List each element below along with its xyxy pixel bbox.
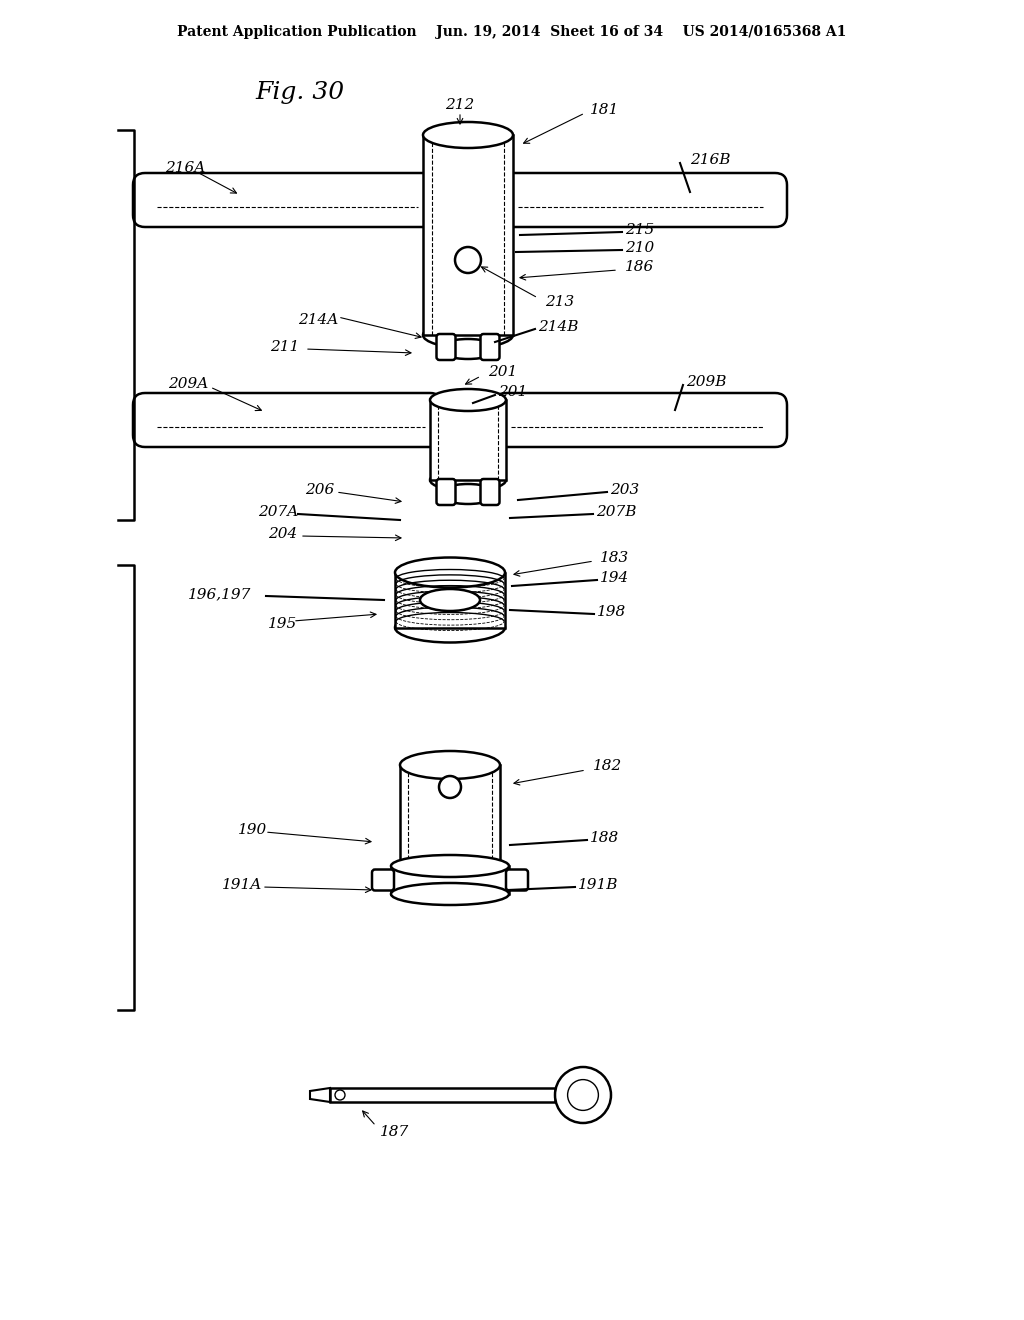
Text: Patent Application Publication    Jun. 19, 2014  Sheet 16 of 34    US 2014/01653: Patent Application Publication Jun. 19, … (177, 25, 847, 40)
Text: 209A: 209A (168, 378, 208, 391)
Text: 209B: 209B (686, 375, 726, 389)
Text: 191A: 191A (222, 878, 262, 892)
Ellipse shape (438, 339, 498, 359)
FancyBboxPatch shape (372, 870, 394, 891)
Bar (400, 766, 500, 865)
FancyBboxPatch shape (480, 479, 500, 506)
Polygon shape (310, 1088, 330, 1102)
Text: 194: 194 (600, 572, 630, 585)
Text: 212: 212 (445, 98, 475, 112)
Text: 182: 182 (593, 759, 623, 774)
Text: 195: 195 (268, 616, 297, 631)
Ellipse shape (430, 389, 506, 411)
Text: 207A: 207A (258, 506, 298, 519)
Ellipse shape (423, 121, 513, 148)
Ellipse shape (439, 484, 497, 504)
Text: 191B: 191B (578, 878, 618, 892)
Bar (423, 135, 513, 335)
Text: 211: 211 (270, 341, 299, 354)
Ellipse shape (395, 557, 505, 587)
Ellipse shape (420, 589, 480, 611)
Text: 201: 201 (488, 366, 517, 379)
Text: 187: 187 (380, 1125, 410, 1139)
Text: 183: 183 (600, 550, 630, 565)
Text: 198: 198 (597, 605, 627, 619)
Ellipse shape (391, 855, 509, 876)
Ellipse shape (395, 612, 505, 643)
Text: 213: 213 (545, 294, 574, 309)
Text: 188: 188 (590, 832, 620, 845)
Text: 215: 215 (625, 223, 654, 238)
FancyBboxPatch shape (133, 393, 442, 447)
Text: 216A: 216A (165, 161, 205, 176)
Ellipse shape (423, 322, 513, 348)
Ellipse shape (430, 469, 506, 491)
FancyBboxPatch shape (501, 173, 787, 227)
Text: 181: 181 (590, 103, 620, 117)
FancyBboxPatch shape (506, 870, 528, 891)
Text: 186: 186 (625, 260, 654, 275)
Text: 203: 203 (610, 483, 639, 498)
FancyBboxPatch shape (494, 393, 787, 447)
Text: 207B: 207B (596, 506, 637, 519)
Circle shape (335, 1090, 345, 1100)
FancyBboxPatch shape (480, 334, 500, 360)
Bar (430, 400, 506, 480)
Circle shape (555, 1067, 611, 1123)
Text: 196,197: 196,197 (188, 587, 251, 601)
Text: 201: 201 (498, 385, 527, 399)
Text: 210: 210 (625, 242, 654, 255)
FancyBboxPatch shape (436, 479, 456, 506)
FancyBboxPatch shape (436, 334, 456, 360)
Text: 204: 204 (268, 527, 297, 541)
Circle shape (439, 776, 461, 799)
Text: 216B: 216B (690, 153, 730, 168)
Circle shape (567, 1080, 598, 1110)
Text: 214B: 214B (538, 319, 579, 334)
Ellipse shape (400, 851, 500, 879)
Bar (395, 573, 505, 627)
Text: 214A: 214A (298, 313, 338, 327)
Bar (330, 1088, 555, 1102)
Circle shape (455, 247, 481, 273)
FancyBboxPatch shape (133, 173, 435, 227)
Ellipse shape (400, 751, 500, 779)
Text: 206: 206 (305, 483, 334, 498)
Ellipse shape (391, 883, 509, 906)
Text: 190: 190 (238, 822, 267, 837)
Text: Fig. 30: Fig. 30 (255, 81, 344, 103)
Bar (391, 866, 509, 894)
